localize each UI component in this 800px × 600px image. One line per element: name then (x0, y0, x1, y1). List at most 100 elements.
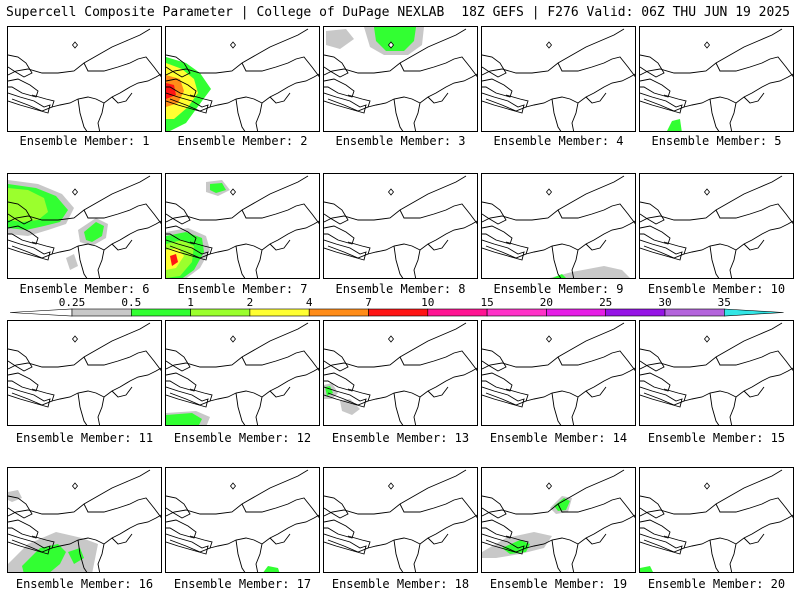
coastline-outline (51, 514, 161, 549)
coastline-outline (83, 350, 161, 372)
coastline-outline (324, 386, 367, 408)
coastline-outline (709, 98, 720, 131)
panel-label-12: Ensemble Member: 12 (173, 431, 312, 445)
coastline-outline (399, 497, 477, 519)
legend-swatch (605, 308, 666, 317)
location-marker-icon (229, 41, 237, 49)
coastline-outline (551, 98, 562, 131)
coastline-outline (729, 396, 737, 425)
coastline-outline (8, 495, 33, 519)
location-marker-icon (387, 41, 395, 49)
location-marker-icon (229, 188, 237, 196)
coastline-outline (640, 78, 671, 98)
coastline-outline (8, 322, 151, 370)
coastline-outline (709, 245, 720, 278)
map-panel-13 (323, 320, 478, 426)
legend-tick-label: 30 (658, 296, 671, 309)
location-marker-icon (545, 41, 553, 49)
map-panel-2 (165, 26, 320, 132)
coastline-outline (269, 533, 291, 545)
coastline-outline (557, 497, 635, 519)
map-panel-14 (481, 320, 636, 426)
coastline-outline (715, 350, 793, 372)
coastline-outline (743, 92, 765, 104)
coastline-outline (83, 203, 161, 225)
coastline-outline (715, 203, 793, 225)
map-panel-17 (165, 467, 320, 573)
location-marker-icon (387, 335, 395, 343)
map-panel-19 (481, 467, 636, 573)
location-marker-icon (229, 482, 237, 490)
location-marker-icon (545, 188, 553, 196)
color-scale-legend: 0.25 0.5 1 2 4 7 10 15 20 25 30 35 (10, 296, 790, 322)
location-marker-icon (703, 335, 711, 343)
coastline-outline (427, 386, 449, 398)
coastline-outline (97, 396, 105, 425)
coastline-outline (640, 225, 671, 245)
coastline-outline (640, 469, 783, 517)
map-panel-10 (639, 173, 794, 279)
map-panel-8 (323, 173, 478, 279)
coastline-outline (367, 220, 477, 255)
map-panel-20 (639, 467, 794, 573)
coastline-outline (166, 533, 209, 555)
coastline-outline (324, 54, 349, 78)
coastline-outline (324, 201, 349, 225)
coastline-outline (97, 249, 105, 278)
panel-label-6: Ensemble Member: 6 (19, 282, 150, 296)
coastline-outline (709, 392, 720, 425)
coastline-outline (640, 175, 783, 223)
coastline-outline (482, 469, 625, 517)
coastline-outline (166, 386, 209, 408)
coastline-outline (367, 73, 477, 108)
coastline-outline (8, 225, 39, 245)
coastline-outline (525, 220, 635, 255)
coastline-outline (324, 239, 367, 261)
coastline-outline (551, 539, 562, 572)
page-title: Supercell Composite Parameter | College … (6, 5, 445, 20)
coastline-outline (393, 245, 404, 278)
coastline-outline (482, 92, 525, 114)
map-panel-15 (639, 320, 794, 426)
location-marker-icon (71, 482, 79, 490)
coastline-outline (83, 497, 161, 519)
coastline-outline (209, 220, 319, 255)
coastline-outline (166, 28, 309, 76)
panel-label-4: Ensemble Member: 4 (493, 134, 624, 148)
coastline-outline (571, 396, 579, 425)
coastline-outline (399, 56, 477, 78)
coastline-outline (640, 54, 665, 78)
coastline-outline (482, 495, 507, 519)
coastline-outline (166, 469, 309, 517)
coastline-outline (111, 533, 133, 545)
location-marker-icon (545, 335, 553, 343)
coastline-outline (525, 73, 635, 108)
coastline-outline (640, 533, 683, 555)
coastline-outline (235, 245, 246, 278)
coastline-outline (166, 372, 197, 392)
coastline-outline (729, 249, 737, 278)
coastline-outline (166, 322, 309, 370)
panel-label-1: Ensemble Member: 1 (19, 134, 150, 148)
map-panel-16 (7, 467, 162, 573)
coastline-outline (324, 92, 367, 114)
legend-swatch (131, 308, 191, 317)
coastline-outline (640, 92, 683, 114)
coastline-outline (77, 245, 88, 278)
coastline-outline (255, 249, 263, 278)
map-panel-1 (7, 26, 162, 132)
legend-swatch (249, 308, 310, 317)
location-marker-icon (229, 335, 237, 343)
legend-swatch (427, 308, 488, 317)
coastline-outline (413, 396, 421, 425)
legend-tick-label: 1 (187, 296, 194, 309)
legend-tick-label: 2 (247, 296, 254, 309)
panel-label-18: Ensemble Member: 18 (331, 577, 470, 591)
coastline-outline (482, 28, 625, 76)
coastline-outline (482, 225, 513, 245)
coastline-outline (8, 201, 33, 225)
legend-swatch (190, 308, 251, 317)
coastline-outline (743, 239, 765, 251)
coastline-outline (209, 73, 319, 108)
map-panel-3 (323, 26, 478, 132)
